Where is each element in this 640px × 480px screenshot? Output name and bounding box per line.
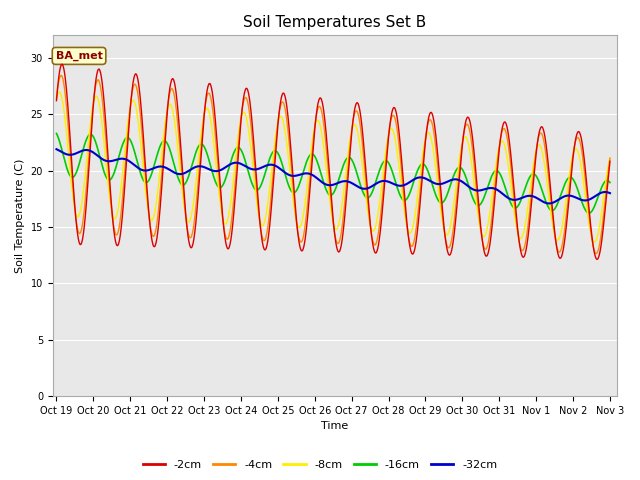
-16cm [237,148,245,154]
-8cm [238,112,246,118]
-4cm [238,108,246,114]
-4cm [492,175,500,181]
-8cm [55,89,63,95]
-32cm [606,190,614,196]
-4cm [57,72,65,78]
-32cm [419,175,427,180]
Line: -8cm: -8cm [56,92,610,242]
-4cm [592,251,600,256]
Y-axis label: Soil Temperature (C): Soil Temperature (C) [15,158,25,273]
-32cm [176,171,184,177]
-2cm [593,256,601,262]
-16cm [176,179,184,184]
-4cm [163,114,170,120]
-16cm [419,161,427,167]
-16cm [52,131,60,136]
-2cm [52,98,60,104]
-8cm [52,96,60,102]
-16cm [540,194,548,200]
X-axis label: Time: Time [321,421,349,432]
-4cm [420,154,428,159]
-4cm [606,155,614,161]
-16cm [492,168,499,174]
-8cm [420,146,428,152]
-4cm [52,96,60,101]
-8cm [163,111,170,117]
-2cm [238,108,246,114]
Line: -16cm: -16cm [56,133,610,213]
-8cm [541,162,548,168]
-2cm [492,184,500,190]
-2cm [176,133,184,139]
Line: -4cm: -4cm [56,75,610,253]
Line: -32cm: -32cm [56,149,610,204]
-16cm [606,180,614,185]
-2cm [163,118,170,124]
-8cm [176,167,184,173]
-8cm [606,155,614,161]
Legend: -2cm, -4cm, -8cm, -16cm, -32cm: -2cm, -4cm, -8cm, -16cm, -32cm [138,456,502,474]
-32cm [492,186,499,192]
-32cm [52,146,60,152]
-8cm [591,239,598,245]
-2cm [541,132,548,138]
Title: Soil Temperatures Set B: Soil Temperatures Set B [243,15,427,30]
-2cm [420,160,428,166]
-16cm [163,139,170,144]
-32cm [237,161,245,167]
-32cm [540,199,548,205]
Text: BA_met: BA_met [56,51,102,61]
-2cm [58,61,66,67]
-32cm [545,201,553,206]
-2cm [606,158,614,164]
-8cm [492,164,500,169]
-4cm [176,147,184,153]
-32cm [163,165,170,171]
-4cm [541,142,548,148]
Line: -2cm: -2cm [56,64,610,259]
-16cm [585,210,593,216]
